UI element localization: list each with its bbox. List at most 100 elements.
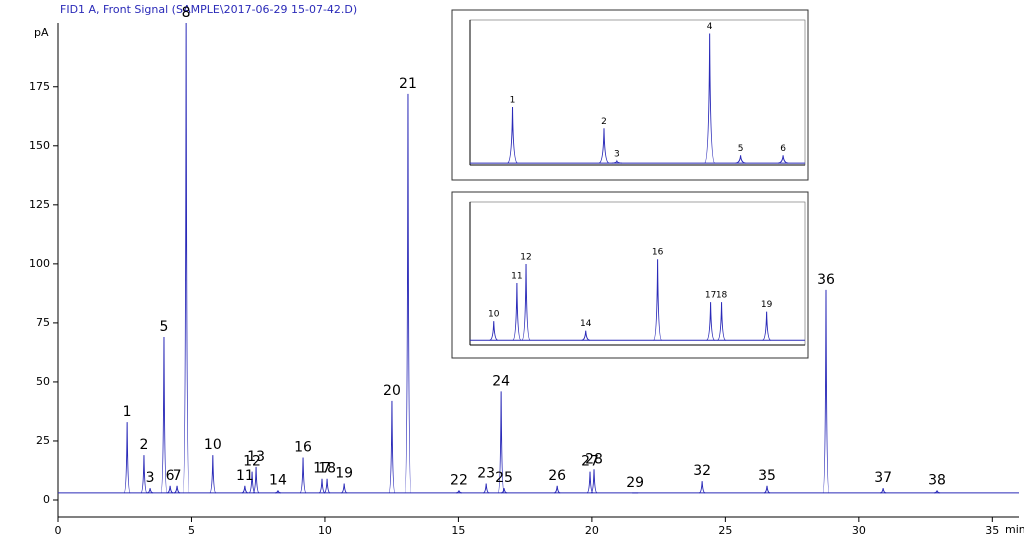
peak-label: 23 — [477, 465, 495, 481]
peak — [501, 488, 508, 494]
trace — [58, 23, 1019, 494]
peak-label: 17 — [705, 291, 716, 301]
peak-label: 12 — [520, 252, 531, 262]
peak — [521, 263, 531, 341]
peak-label: 2 — [601, 117, 607, 127]
x-axis-label: min — [1005, 523, 1024, 536]
peak-label: 7 — [173, 468, 182, 484]
peak-label: 17 — [313, 461, 331, 477]
y-tick-label: 125 — [29, 198, 50, 211]
peak-label: 11 — [511, 272, 522, 282]
peak-label: 21 — [399, 76, 417, 92]
y-tick-label: 150 — [29, 139, 50, 152]
peak — [586, 471, 594, 494]
peak-label: 32 — [693, 463, 711, 479]
y-tick-label: 25 — [36, 434, 50, 447]
peak — [581, 330, 590, 341]
peak — [717, 302, 726, 341]
peak-label: 28 — [585, 451, 603, 467]
x-tick-label: 30 — [852, 524, 866, 537]
peak — [483, 483, 490, 494]
inset-frame — [451, 191, 809, 359]
peak-label: 4 — [707, 22, 713, 32]
peak — [323, 478, 331, 494]
peak — [147, 488, 154, 494]
y-tick-label: 175 — [29, 80, 50, 93]
peak-label: 37 — [874, 470, 892, 486]
peak-label: 11 — [236, 468, 254, 484]
peak — [590, 469, 598, 494]
peak — [554, 485, 561, 494]
peak-label: 3 — [146, 470, 155, 486]
peak — [241, 485, 248, 494]
peak-label: 18 — [716, 291, 728, 301]
peak — [318, 478, 326, 494]
peak — [252, 466, 260, 494]
peak — [598, 128, 610, 164]
peak — [704, 33, 716, 164]
peak — [497, 391, 505, 494]
peak — [762, 311, 771, 341]
chart-title: FID1 A, Front Signal (SAMPLE\2017-06-29 … — [60, 3, 357, 16]
peak — [698, 481, 706, 494]
peak — [274, 490, 281, 494]
peak — [160, 337, 168, 494]
peak-label: 25 — [495, 470, 513, 486]
peak-label: 5 — [160, 319, 169, 335]
trace — [470, 259, 805, 341]
peak — [140, 455, 148, 494]
peak-label: 2 — [139, 437, 148, 453]
peak-label: 12 — [243, 454, 261, 470]
peak-label: 20 — [383, 383, 401, 399]
peak-label: 18 — [318, 461, 336, 477]
peak — [507, 106, 519, 164]
peak — [299, 457, 307, 494]
y-tick-label: 100 — [29, 257, 50, 270]
peak-label: 29 — [626, 475, 644, 491]
peak — [167, 485, 174, 494]
peak-label: 14 — [580, 319, 592, 329]
peak — [706, 302, 715, 341]
y-axis-label: pA — [34, 26, 49, 39]
peak-label: 16 — [294, 439, 312, 455]
y-tick-label: 0 — [43, 493, 50, 506]
x-tick-label: 10 — [318, 524, 332, 537]
peak — [934, 490, 941, 494]
peak — [763, 485, 771, 494]
peak-label: 24 — [492, 373, 510, 389]
peak — [880, 488, 887, 494]
peak-label: 10 — [204, 437, 222, 453]
peak-label: 19 — [335, 465, 353, 481]
peak-label: 35 — [758, 468, 776, 484]
peak — [248, 471, 256, 494]
peak-label: 8 — [182, 5, 191, 21]
inset-frame — [451, 9, 809, 181]
trace — [470, 33, 805, 164]
y-tick-label: 50 — [36, 375, 50, 388]
peak-label: 36 — [817, 272, 835, 288]
x-tick-label: 20 — [585, 524, 599, 537]
peak — [123, 422, 131, 494]
peak — [404, 93, 412, 494]
peak-label: 26 — [548, 468, 566, 484]
peak-label: 19 — [761, 300, 773, 310]
x-tick-label: 0 — [55, 524, 62, 537]
peak — [778, 155, 789, 164]
peak — [341, 483, 348, 494]
peak — [173, 485, 181, 494]
peak-label: 6 — [166, 468, 175, 484]
peak-label: 14 — [269, 473, 287, 489]
peak-label: 13 — [247, 449, 265, 465]
peak — [653, 259, 663, 341]
peak — [822, 289, 830, 494]
peak-label: 6 — [780, 144, 786, 154]
peak — [512, 283, 522, 341]
x-tick-label: 25 — [718, 524, 732, 537]
peak-label: 1 — [123, 404, 132, 420]
peak-label: 3 — [614, 150, 620, 160]
y-tick-label: 75 — [36, 316, 50, 329]
x-tick-label: 15 — [451, 524, 465, 537]
peak-label: 5 — [738, 144, 744, 154]
peak — [388, 400, 396, 494]
